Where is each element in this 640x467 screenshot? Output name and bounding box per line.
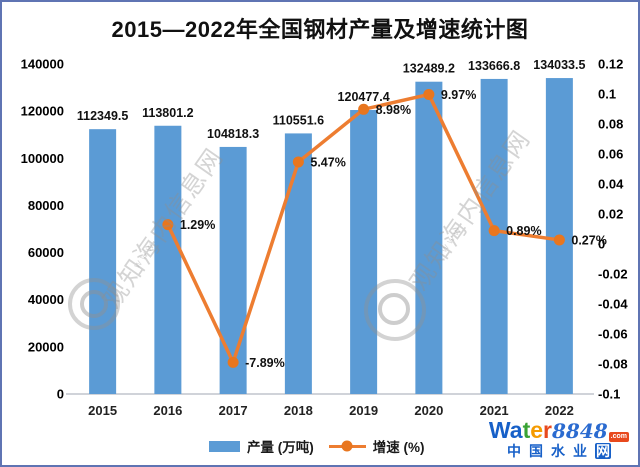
x-axis-label: 2015 <box>88 403 117 418</box>
x-axis-label: 2022 <box>545 403 574 418</box>
left-axis-tick: 80000 <box>28 198 64 213</box>
line-point-2021 <box>488 225 500 237</box>
left-axis-tick: 60000 <box>28 245 64 260</box>
line-value-label: 9.97% <box>441 88 476 102</box>
line-point-2017 <box>227 356 239 368</box>
line-value-label: 0.27% <box>571 233 606 247</box>
line-point-2018 <box>292 156 304 168</box>
right-axis-tick: 0.04 <box>598 177 624 192</box>
logo-letter: W <box>488 417 510 444</box>
bar-value-label: 104818.3 <box>207 127 259 141</box>
x-axis-label: 2021 <box>480 403 509 418</box>
right-axis-tick: -0.1 <box>598 387 620 402</box>
line-value-label: -7.89% <box>245 356 285 370</box>
logo-water-word: Water <box>489 417 552 443</box>
bar-2018 <box>284 133 312 394</box>
logo-cn-last-char: 网 <box>594 443 611 460</box>
logo-number: 8848 <box>551 419 608 444</box>
water8848-logo: Water8848 .com 中国水业网 <box>486 417 631 460</box>
right-axis-tick: 0.1 <box>598 87 616 102</box>
logo-letter: t <box>522 417 531 444</box>
left-axis-tick: 120000 <box>21 104 64 119</box>
left-axis-tick: 100000 <box>21 151 64 166</box>
logo-line1: Water8848 .com <box>489 418 629 442</box>
bar-value-label: 110551.6 <box>273 113 324 127</box>
bar-value-label: 134033.5 <box>533 58 585 72</box>
line-value-label: 8.98% <box>376 103 411 117</box>
x-axis-label: 2016 <box>153 403 182 418</box>
bar-2015 <box>89 129 117 394</box>
line-point-2016 <box>162 219 174 231</box>
left-axis-tick: 20000 <box>28 339 64 354</box>
x-axis-label: 2018 <box>284 403 313 418</box>
legend-bar-label: 产量 (万吨) <box>247 440 314 455</box>
right-axis-tick: 0.12 <box>598 57 623 72</box>
bar-value-label: 133666.8 <box>468 59 520 73</box>
bar-2021 <box>480 78 508 395</box>
line-value-label: 1.29% <box>180 218 215 232</box>
line-value-label: 0.89% <box>506 224 541 238</box>
logo-cn-text: 中国水业 <box>506 443 595 460</box>
legend-line-marker-icon <box>328 444 366 448</box>
logo-letter: r <box>543 417 552 444</box>
line-value-label: 5.47% <box>310 155 345 169</box>
right-axis-tick: -0.06 <box>598 327 628 342</box>
x-axis-label: 2020 <box>414 403 443 418</box>
line-point-2020 <box>423 88 435 100</box>
bar-value-label: 112349.5 <box>77 109 128 123</box>
logo-line2: 中国水业网 <box>489 443 629 460</box>
left-axis-tick: 140000 <box>21 57 64 72</box>
right-axis-tick: -0.02 <box>598 267 628 282</box>
legend-line-label: 增速 (%) <box>372 440 425 455</box>
right-axis-tick: -0.08 <box>598 357 628 372</box>
bar-2017 <box>219 146 247 394</box>
right-axis-tick: 0.08 <box>598 117 623 132</box>
bar-2019 <box>350 110 378 395</box>
right-axis-tick: 0.02 <box>598 207 623 222</box>
legend-bar-swatch-icon <box>209 440 240 452</box>
x-axis-label: 2017 <box>219 403 248 418</box>
line-point-2022 <box>553 234 565 246</box>
right-axis-tick: 0.06 <box>598 147 623 162</box>
x-axis-label: 2019 <box>349 403 378 418</box>
chart-title: 2015—2022年全国钢材产量及增速统计图 <box>111 17 529 42</box>
right-axis-tick: 0 <box>598 237 605 252</box>
bar-2016 <box>154 125 182 395</box>
logo-com-badge: .com <box>608 432 629 442</box>
bar-value-label: 132489.2 <box>403 62 455 76</box>
right-axis-tick: -0.04 <box>598 297 628 312</box>
logo-letter: e <box>530 417 544 444</box>
left-axis-tick: 0 <box>57 387 64 402</box>
logo-letter: a <box>509 417 523 444</box>
line-point-2019 <box>358 103 370 115</box>
bar-value-label: 113801.2 <box>142 106 193 120</box>
bar-2020 <box>415 81 443 394</box>
left-axis-tick: 40000 <box>28 292 64 307</box>
chart-legend: 产量 (万吨) 增速 (%) <box>209 436 425 456</box>
bar-value-label: 120477.4 <box>338 90 390 104</box>
